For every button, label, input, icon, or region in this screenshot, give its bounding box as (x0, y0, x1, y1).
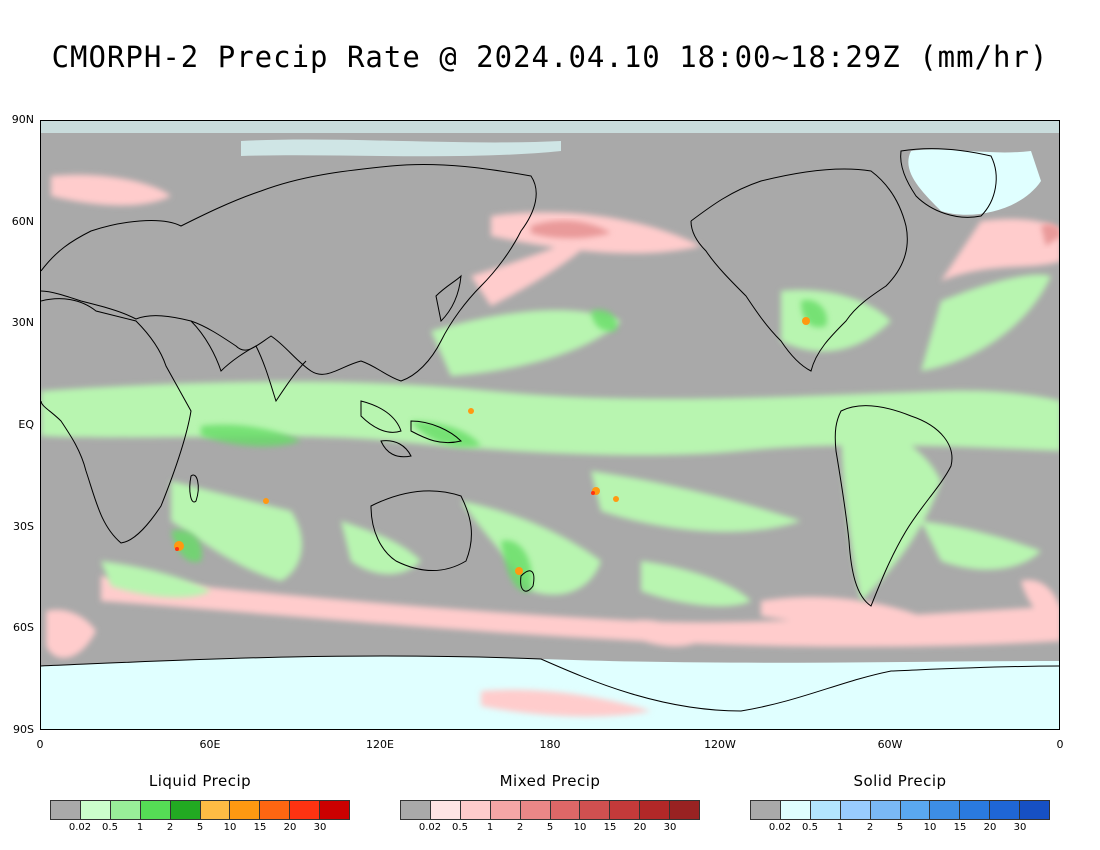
legend-swatch (780, 801, 811, 819)
legend-label: 2 (866, 822, 874, 833)
legend-label: 5 (196, 822, 204, 833)
legend-label: 15 (603, 822, 617, 833)
legend-swatch (51, 801, 81, 819)
legend-swatch (930, 801, 961, 819)
lon-tick-120w: 120W (704, 738, 736, 751)
lat-tick-30s: 30S (13, 520, 34, 533)
legend-mixed: Mixed Precip 0.02 0.5 1 2 5 10 15 20 30 (400, 772, 700, 834)
legend-swatch (110, 801, 141, 819)
legend-swatch (840, 801, 871, 819)
legend-label: 30 (663, 822, 677, 833)
lat-tick-30n: 30N (11, 316, 34, 329)
legend-mixed-title: Mixed Precip (499, 772, 601, 790)
legend-label: 5 (896, 822, 904, 833)
legend-swatch (580, 801, 611, 819)
legend-swatch (460, 801, 491, 819)
legend-label: 10 (923, 822, 937, 833)
legend-label: 0.02 (68, 822, 92, 833)
map-title: CMORPH-2 Precip Rate @ 2024.04.10 18:00~… (51, 40, 1049, 74)
legend-swatch (170, 801, 201, 819)
lon-tick-120e: 120E (366, 738, 394, 751)
legend-swatch (870, 801, 901, 819)
legend-swatch (640, 801, 671, 819)
legend-swatch (610, 801, 641, 819)
legend-label: 1 (836, 822, 844, 833)
legend-swatch (1020, 801, 1050, 819)
legend-swatch (550, 801, 581, 819)
lon-tick-180: 180 (539, 738, 561, 751)
legend-label: 1 (136, 822, 144, 833)
legend-swatch (290, 801, 321, 819)
legend-label: 20 (283, 822, 297, 833)
legend-liquid: Liquid Precip 0.02 0.5 1 2 5 10 15 20 30 (50, 772, 350, 834)
legend-label: 15 (953, 822, 967, 833)
legend-swatch (260, 801, 291, 819)
legend-swatch (80, 801, 111, 819)
legend-label: 10 (223, 822, 237, 833)
lat-tick-60n: 60N (11, 215, 34, 228)
lat-tick-90n: 90N (11, 113, 34, 126)
lat-tick-90s: 90S (13, 723, 34, 736)
legend-label: 1 (486, 822, 494, 833)
legend-label: 30 (313, 822, 327, 833)
legend-swatch (140, 801, 171, 819)
legend-swatch (200, 801, 231, 819)
precip-map (40, 120, 1060, 730)
legend-mixed-colorbar (400, 800, 700, 820)
legend-label: 0.02 (768, 822, 792, 833)
legend-swatch (230, 801, 261, 819)
legend-label: 15 (253, 822, 267, 833)
legend-label: 0.02 (418, 822, 442, 833)
legend-swatch (900, 801, 931, 819)
lon-tick-60e: 60E (199, 738, 221, 751)
legend-label: 10 (573, 822, 587, 833)
legend-label: 2 (516, 822, 524, 833)
legend-swatch (401, 801, 431, 819)
legend-label: 30 (1013, 822, 1027, 833)
legend-label: 2 (166, 822, 174, 833)
legend-swatch (520, 801, 551, 819)
legend-swatch (810, 801, 841, 819)
legend-solid: Solid Precip 0.02 0.5 1 2 5 10 15 20 30 (750, 772, 1050, 834)
legend-label: 0.5 (102, 822, 118, 833)
lat-tick-eq: EQ (18, 418, 34, 431)
legend-swatch (490, 801, 521, 819)
legend-solid-labels: 0.02 0.5 1 2 5 10 15 20 30 (750, 820, 1050, 834)
legend-liquid-labels: 0.02 0.5 1 2 5 10 15 20 30 (50, 820, 350, 834)
legend-label: 20 (633, 822, 647, 833)
legend-solid-colorbar (750, 800, 1050, 820)
lon-tick-60w: 60W (877, 738, 903, 751)
lon-tick-0-east: 0 (1056, 738, 1064, 751)
legend-swatch (430, 801, 461, 819)
legend-label: 20 (983, 822, 997, 833)
legend-solid-title: Solid Precip (853, 772, 947, 790)
legend-swatch (960, 801, 991, 819)
legend-swatch (670, 801, 700, 819)
legend-liquid-title: Liquid Precip (148, 772, 252, 790)
legend-swatch (751, 801, 781, 819)
legend-swatch (320, 801, 350, 819)
lat-tick-60s: 60S (13, 621, 34, 634)
legend-swatch (990, 801, 1021, 819)
legend-label: 0.5 (452, 822, 468, 833)
coastlines (41, 148, 1059, 712)
legend-label: 5 (546, 822, 554, 833)
legend-liquid-colorbar (50, 800, 350, 820)
lon-tick-0: 0 (36, 738, 44, 751)
legend-mixed-labels: 0.02 0.5 1 2 5 10 15 20 30 (400, 820, 700, 834)
legend-label: 0.5 (802, 822, 818, 833)
